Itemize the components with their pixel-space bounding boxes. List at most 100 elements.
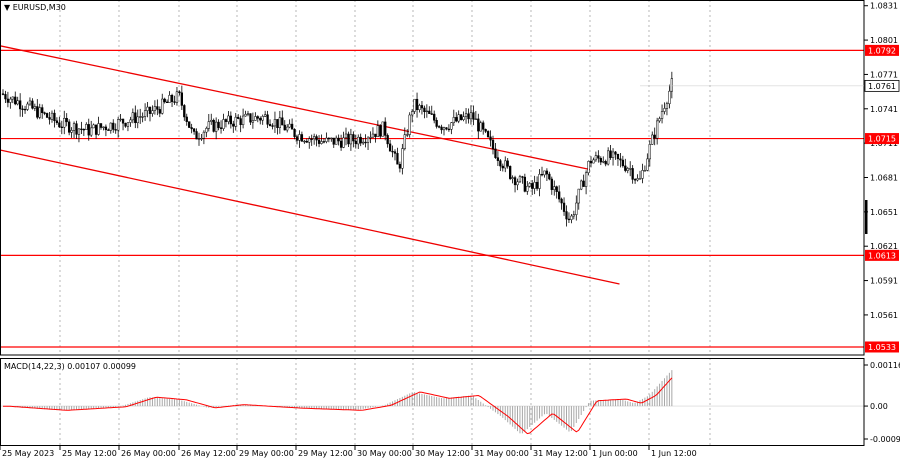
candle-body — [16, 100, 19, 105]
candle-body — [516, 181, 519, 186]
candle-body — [474, 118, 478, 120]
triangle-down-icon[interactable]: ▼ — [4, 3, 11, 12]
candle-body — [374, 133, 377, 137]
candle-body — [48, 117, 51, 120]
time-tick-label: 31 May 12:00 — [533, 449, 588, 458]
candle-body — [295, 136, 299, 141]
candle-body — [469, 112, 473, 120]
candle-body — [425, 110, 429, 113]
macd-tick-label: 0.00 — [870, 402, 888, 411]
candle-body — [638, 178, 642, 180]
scroll-marker — [865, 200, 868, 234]
candle-body — [80, 128, 83, 130]
candle-body — [381, 121, 384, 137]
trendline — [0, 149, 620, 285]
candle-body — [641, 170, 644, 179]
candle-body — [501, 165, 504, 169]
candle-body — [92, 124, 95, 129]
candle-body — [447, 128, 451, 131]
trendline — [0, 45, 591, 171]
candle-body — [75, 123, 78, 135]
macd-label: MACD(14,22,3) 0.00107 0.00099 — [4, 362, 137, 371]
candle-body — [26, 103, 29, 110]
candle-body — [41, 107, 44, 113]
candle-body — [486, 131, 490, 138]
candle-body — [565, 211, 568, 220]
candle-body — [58, 122, 61, 128]
candle-body — [53, 112, 56, 122]
candle-body — [278, 117, 282, 128]
candle-body — [558, 191, 561, 200]
candle-body — [202, 131, 206, 139]
candle-body — [249, 113, 252, 123]
candle-body — [36, 106, 39, 118]
horizontal-levels — [0, 49, 864, 348]
candle-body — [335, 137, 338, 145]
candle-body — [131, 112, 134, 121]
candle-body — [648, 144, 651, 160]
candle-body — [462, 116, 465, 120]
candle-body — [362, 141, 365, 144]
candle-body — [528, 183, 531, 187]
candle-body — [342, 137, 345, 148]
candle-body — [102, 126, 105, 128]
candle-body — [396, 153, 399, 165]
candle-body — [344, 133, 348, 139]
candle-body — [589, 161, 593, 164]
candle-body — [411, 111, 414, 116]
time-tick-label: 30 May 12:00 — [415, 449, 470, 458]
candle-body — [90, 127, 93, 136]
candle-body — [406, 134, 409, 136]
candle-body — [139, 116, 142, 118]
candle-body — [237, 116, 240, 119]
candle-body — [550, 178, 553, 190]
level-price-tag-label: 1.0715 — [868, 135, 896, 144]
candle-body — [408, 114, 411, 135]
candle-body — [327, 137, 331, 140]
price-tick-label: 1.0681 — [870, 174, 898, 183]
candle-body — [310, 138, 313, 140]
candle-body — [200, 137, 203, 140]
price-tick-label: 1.0651 — [870, 208, 898, 217]
time-tick-label: 1 Jun 12:00 — [651, 449, 697, 458]
candle-body — [190, 127, 193, 130]
candle-body — [570, 215, 573, 220]
candle-body — [626, 168, 629, 171]
candle-body — [290, 123, 294, 130]
candle-body — [117, 119, 120, 131]
candle-body — [433, 113, 436, 121]
candle-body — [246, 113, 250, 115]
candle-body — [379, 125, 382, 137]
candle-body — [352, 134, 355, 142]
candle-body — [273, 119, 277, 127]
candle-body — [298, 134, 301, 141]
candle-body — [499, 160, 502, 167]
candle-body — [303, 140, 306, 143]
price-tick-label: 1.0561 — [870, 311, 898, 320]
macd-series — [0, 370, 864, 435]
candle-body — [496, 157, 500, 161]
candle-body — [548, 173, 551, 180]
candle-body — [215, 121, 218, 132]
candle-body — [450, 122, 453, 130]
candle-body — [65, 117, 68, 123]
candle-body — [33, 106, 37, 109]
candle-body — [271, 125, 274, 127]
candle-body — [616, 153, 620, 160]
time-tick-label: 25 May 12:00 — [62, 449, 117, 458]
candle-body — [494, 148, 497, 158]
candle-body — [156, 106, 159, 110]
candle-body — [68, 121, 71, 133]
price-tick-label: 1.0771 — [870, 70, 898, 79]
candle-body — [178, 91, 181, 94]
candle-body — [112, 122, 115, 130]
candle-body — [276, 119, 279, 128]
time-axis: 25 May 2023 25 May 12:00 26 May 00:00 26 Ma… — [0, 446, 697, 458]
candle-body — [300, 134, 304, 142]
candle-body — [582, 180, 585, 187]
candle-body — [624, 165, 627, 171]
candle-body — [261, 116, 264, 121]
candle-body — [77, 128, 81, 135]
candle-body — [175, 91, 179, 103]
candle-body — [658, 118, 661, 122]
